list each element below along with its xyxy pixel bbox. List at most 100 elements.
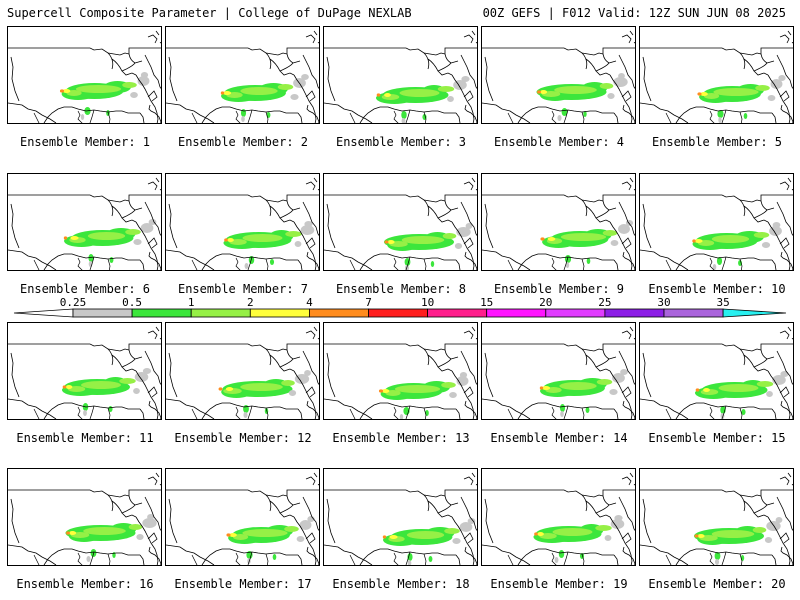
scp-contour — [401, 111, 407, 119]
scp-contour — [716, 257, 723, 265]
scp-contour — [133, 239, 142, 245]
member-map-panel — [7, 468, 162, 566]
scp-contour — [459, 372, 468, 378]
scp-contour — [240, 383, 283, 391]
scp-contour — [281, 380, 295, 386]
basemap-outlines — [8, 30, 161, 123]
scp-field — [63, 219, 157, 267]
scp-contour — [220, 91, 225, 95]
scp-contour — [119, 378, 136, 384]
scp-contour — [241, 116, 245, 122]
scp-contour — [717, 110, 724, 118]
scp-contour — [539, 386, 544, 390]
scp-field — [61, 368, 152, 416]
color-scale-bar: 0.25 0.5 1 2 4 7 10 15 20 25 30 35 — [13, 296, 787, 318]
scp-field — [697, 75, 786, 123]
member-map-panel — [165, 468, 320, 566]
scp-contour — [756, 381, 774, 387]
scp-contour — [376, 93, 381, 97]
member-map-panel — [7, 322, 162, 420]
scp-contour — [140, 72, 149, 78]
scp-field — [375, 76, 470, 123]
member-map — [324, 472, 477, 565]
scp-contour — [607, 93, 615, 99]
colorbar-tick-label: 30 — [657, 296, 670, 309]
scp-contour — [225, 387, 234, 391]
scp-field — [378, 372, 469, 419]
scp-contour — [246, 551, 253, 559]
scp-contour — [541, 386, 551, 390]
member-label: Ensemble Member: 13 — [332, 431, 470, 445]
scp-contour — [142, 368, 152, 374]
scp-contour — [401, 236, 445, 244]
member-map-panel — [323, 173, 478, 271]
scp-contour — [381, 389, 390, 393]
scp-contour — [711, 530, 755, 538]
member-map-panel — [639, 468, 794, 566]
member-map — [482, 30, 635, 123]
scp-contour — [564, 255, 572, 263]
member-label: Ensemble Member: 9 — [493, 282, 625, 296]
scp-contour — [430, 261, 435, 267]
scp-contour — [301, 74, 309, 80]
basemap-outlines — [482, 472, 635, 565]
member-map — [166, 177, 319, 270]
scp-contour — [596, 379, 613, 385]
scp-contour — [407, 560, 412, 565]
basemap-outlines — [482, 326, 635, 419]
scp-contour — [694, 534, 699, 538]
scp-contour — [128, 524, 143, 530]
basemap-outlines — [8, 177, 161, 270]
scp-contour — [618, 73, 625, 79]
scp-contour — [718, 384, 759, 392]
scp-contour — [695, 388, 700, 392]
scp-contour — [697, 92, 702, 96]
scp-contour — [244, 263, 249, 269]
member-map-panel — [481, 322, 636, 420]
scp-contour — [449, 392, 457, 398]
member-map-panel — [323, 26, 478, 124]
member-label: Ensemble Member: 5 — [651, 135, 783, 149]
scp-contour — [764, 537, 773, 543]
scp-contour — [714, 552, 721, 560]
basemap-outlines — [324, 472, 477, 565]
member-label: Ensemble Member: 4 — [493, 135, 625, 149]
member-map-panel — [639, 173, 794, 271]
colorbar-segment — [368, 308, 428, 318]
scp-contour — [718, 117, 722, 123]
scp-contour — [700, 92, 708, 96]
scp-contour — [447, 96, 454, 102]
scp-contour — [243, 412, 248, 418]
scp-contour — [147, 514, 154, 520]
scp-contour — [620, 369, 628, 375]
scp-contour — [614, 515, 623, 521]
scp-contour — [75, 85, 122, 93]
scp-contour — [766, 391, 773, 397]
member-map — [324, 30, 477, 123]
member-map — [482, 326, 635, 419]
scp-contour — [299, 520, 312, 530]
scp-contour — [294, 241, 302, 247]
member-map-panel — [7, 173, 162, 271]
member-map — [482, 472, 635, 565]
scp-contour — [753, 232, 770, 238]
scp-contour — [406, 531, 445, 539]
scp-contour — [242, 529, 288, 537]
member-label: Ensemble Member: 3 — [335, 135, 467, 149]
scp-contour — [399, 414, 404, 419]
scp-contour — [229, 533, 237, 537]
scp-contour — [554, 86, 597, 94]
scp-contour — [595, 525, 612, 531]
member-map-panel — [481, 173, 636, 271]
scp-contour — [148, 219, 157, 225]
member-map-panel — [481, 26, 636, 124]
member-map — [640, 326, 793, 419]
scp-contour — [88, 254, 94, 262]
scp-contour — [428, 556, 433, 562]
scp-contour — [537, 90, 541, 94]
scp-contour — [557, 115, 562, 121]
scp-contour — [743, 113, 748, 119]
basemap-outlines — [640, 326, 793, 419]
scp-contour — [296, 536, 305, 542]
member-label: Ensemble Member: 6 — [19, 282, 151, 296]
